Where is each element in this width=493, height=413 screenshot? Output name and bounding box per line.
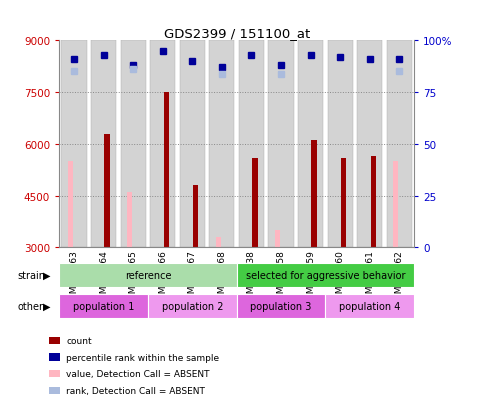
Bar [68,162,73,248]
Text: count: count [66,336,92,345]
Bar [237,294,325,318]
Bar [193,186,199,248]
Text: strain: strain [17,270,45,280]
Title: GDS2399 / 151100_at: GDS2399 / 151100_at [164,27,310,40]
Bar [150,41,176,248]
Bar [61,41,87,248]
Bar [371,157,376,248]
Text: population 3: population 3 [250,301,312,311]
Text: ▶: ▶ [43,301,51,311]
Bar [237,263,414,287]
Bar [209,41,235,248]
Bar [275,230,280,248]
Text: value, Detection Call = ABSENT: value, Detection Call = ABSENT [66,369,210,378]
Bar [269,41,294,248]
Bar [298,41,323,248]
Text: ▶: ▶ [43,270,51,280]
Bar [148,294,237,318]
Bar [341,158,347,248]
Bar [387,41,412,248]
Text: population 1: population 1 [73,301,134,311]
Text: rank, Detection Call = ABSENT: rank, Detection Call = ABSENT [66,386,205,395]
Text: selected for aggressive behavior: selected for aggressive behavior [246,270,405,280]
Bar [239,41,264,248]
Bar [312,141,317,248]
Text: other: other [17,301,43,311]
Text: population 2: population 2 [162,301,223,311]
Text: percentile rank within the sample: percentile rank within the sample [66,353,219,362]
Bar [325,294,414,318]
Bar [393,162,398,248]
Bar [91,41,116,248]
Text: reference: reference [125,270,171,280]
Bar [327,41,352,248]
Bar [120,41,146,248]
Bar [180,41,205,248]
Text: population 4: population 4 [339,301,400,311]
Bar [164,93,169,248]
Bar [59,248,414,299]
Bar [59,263,237,287]
Bar [215,237,221,248]
Bar [252,158,258,248]
Bar [59,294,148,318]
Bar [105,134,110,248]
Bar [357,41,382,248]
Bar [127,193,132,248]
